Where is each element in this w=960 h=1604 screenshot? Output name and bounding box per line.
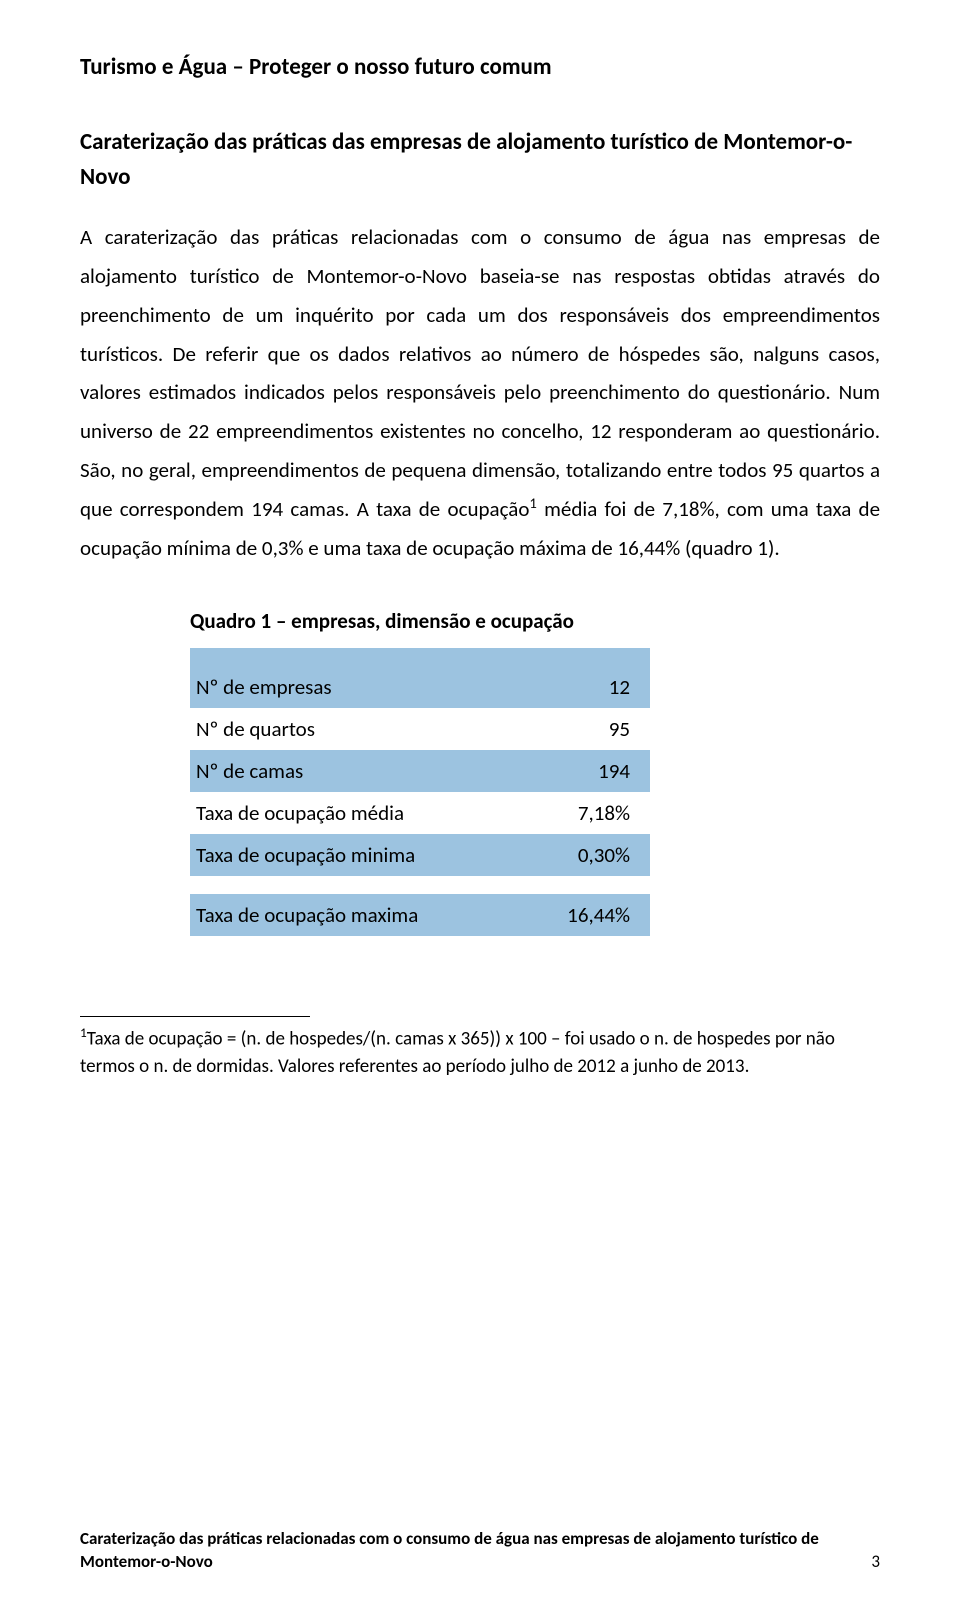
table-cell-label: Taxa de ocupação minima [190, 834, 525, 876]
table-row: Taxa de ocupação maxima16,44% [190, 894, 650, 936]
table-cell-value: 16,44% [525, 894, 650, 936]
table-cell-label: Taxa de ocupação maxima [190, 894, 525, 936]
table-row: Nº de quartos95 [190, 708, 650, 750]
footer-text: Caraterização das práticas relacionadas … [80, 1528, 819, 1572]
table-row: Taxa de ocupação minima0,30% [190, 834, 650, 876]
table-row: Nº de camas194 [190, 750, 650, 792]
section-subheading: Caraterização das práticas das empresas … [80, 125, 880, 194]
table-title: Quadro 1 – empresas, dimensão e ocupação [190, 608, 880, 634]
table-body: Nº de empresas12Nº de quartos95Nº de cam… [190, 648, 650, 936]
footnote-separator [80, 1016, 310, 1017]
document-page: Turismo e Água – Proteger o nosso futuro… [0, 0, 960, 1604]
page-footer: Caraterização das práticas relacionadas … [80, 1528, 880, 1574]
table-cell-label: Taxa de ocupação média [190, 792, 525, 834]
page-number: 3 [871, 1551, 880, 1574]
table-row: Taxa de ocupação média7,18% [190, 792, 650, 834]
document-heading: Turismo e Água – Proteger o nosso futuro… [80, 52, 880, 83]
body-paragraph: A caraterização das práticas relacionada… [80, 218, 880, 568]
table-header-strip [190, 648, 650, 666]
table-cell-value: 0,30% [525, 834, 650, 876]
footnote-text: 1Taxa de ocupação = (n. de hospedes/(n. … [80, 1023, 880, 1080]
table-row: Nº de empresas12 [190, 666, 650, 708]
table-cell-label: Nº de empresas [190, 666, 525, 708]
table-cell-label: Nº de quartos [190, 708, 525, 750]
table-cell-value: 7,18% [525, 792, 650, 834]
data-table: Nº de empresas12Nº de quartos95Nº de cam… [190, 648, 650, 936]
table-gap-row [190, 876, 650, 894]
table-cell-label: Nº de camas [190, 750, 525, 792]
table-cell-value: 95 [525, 708, 650, 750]
table-cell-value: 12 [525, 666, 650, 708]
table-cell-value: 194 [525, 750, 650, 792]
